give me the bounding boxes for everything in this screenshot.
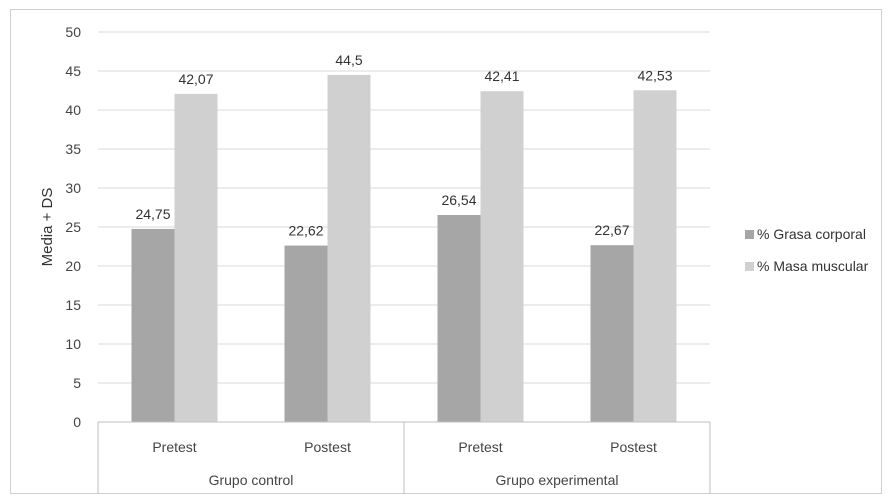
bar-masa-2 — [480, 91, 524, 423]
bar-grasa-0 — [131, 228, 175, 422]
bar-grasa-1 — [284, 245, 328, 422]
x-group-label: Grupo experimental — [496, 472, 619, 488]
y-tick-label: 50 — [65, 24, 81, 40]
data-label: 44,5 — [335, 52, 362, 68]
legend-swatch — [745, 262, 754, 271]
bar-masa-0 — [174, 93, 218, 422]
x-category-label: Pretest — [458, 439, 502, 455]
data-label: 22,62 — [288, 223, 323, 239]
data-label: 22,67 — [594, 222, 629, 238]
y-tick-label: 5 — [73, 375, 81, 391]
y-tick-label: 20 — [65, 258, 81, 274]
bar-masa-1 — [327, 74, 371, 423]
x-category-label: Postest — [610, 439, 657, 455]
legend-label: % Masa muscular — [757, 258, 869, 274]
data-label: 24,75 — [135, 206, 170, 222]
bar-masa-3 — [633, 90, 677, 423]
y-axis-title: Media + DS — [39, 188, 56, 267]
bar-grasa-3 — [590, 245, 634, 422]
data-labels: 24,75 42,07 22,62 44,5 26,54 42,41 22,67 42,53 — [135, 52, 672, 239]
x-category-label: Pretest — [152, 439, 196, 455]
data-label: 26,54 — [441, 192, 476, 208]
legend-label: % Grasa corporal — [757, 226, 866, 242]
y-tick-label: 40 — [65, 102, 81, 118]
y-tick-label: 45 — [65, 63, 81, 79]
y-tick-label: 15 — [65, 297, 81, 313]
y-tick-labels: 0 5 10 15 20 25 30 35 40 45 50 — [65, 24, 81, 430]
y-tick-label: 25 — [65, 219, 81, 235]
data-label: 42,41 — [484, 68, 519, 84]
bar-grasa-2 — [437, 214, 481, 422]
legend-swatch — [745, 230, 754, 239]
y-tick-label: 35 — [65, 141, 81, 157]
x-axis: Pretest Postest Pretest Postest Grupo contro… — [97, 421, 711, 494]
bars — [131, 74, 677, 423]
data-label: 42,53 — [637, 67, 672, 83]
y-tick-label: 10 — [65, 336, 81, 352]
x-group-label: Grupo control — [209, 472, 294, 488]
data-label: 42,07 — [178, 71, 213, 87]
x-category-label: Postest — [304, 439, 351, 455]
y-tick-label: 30 — [65, 180, 81, 196]
legend: % Grasa corporal % Masa muscular — [745, 226, 869, 274]
y-tick-label: 0 — [73, 414, 81, 430]
